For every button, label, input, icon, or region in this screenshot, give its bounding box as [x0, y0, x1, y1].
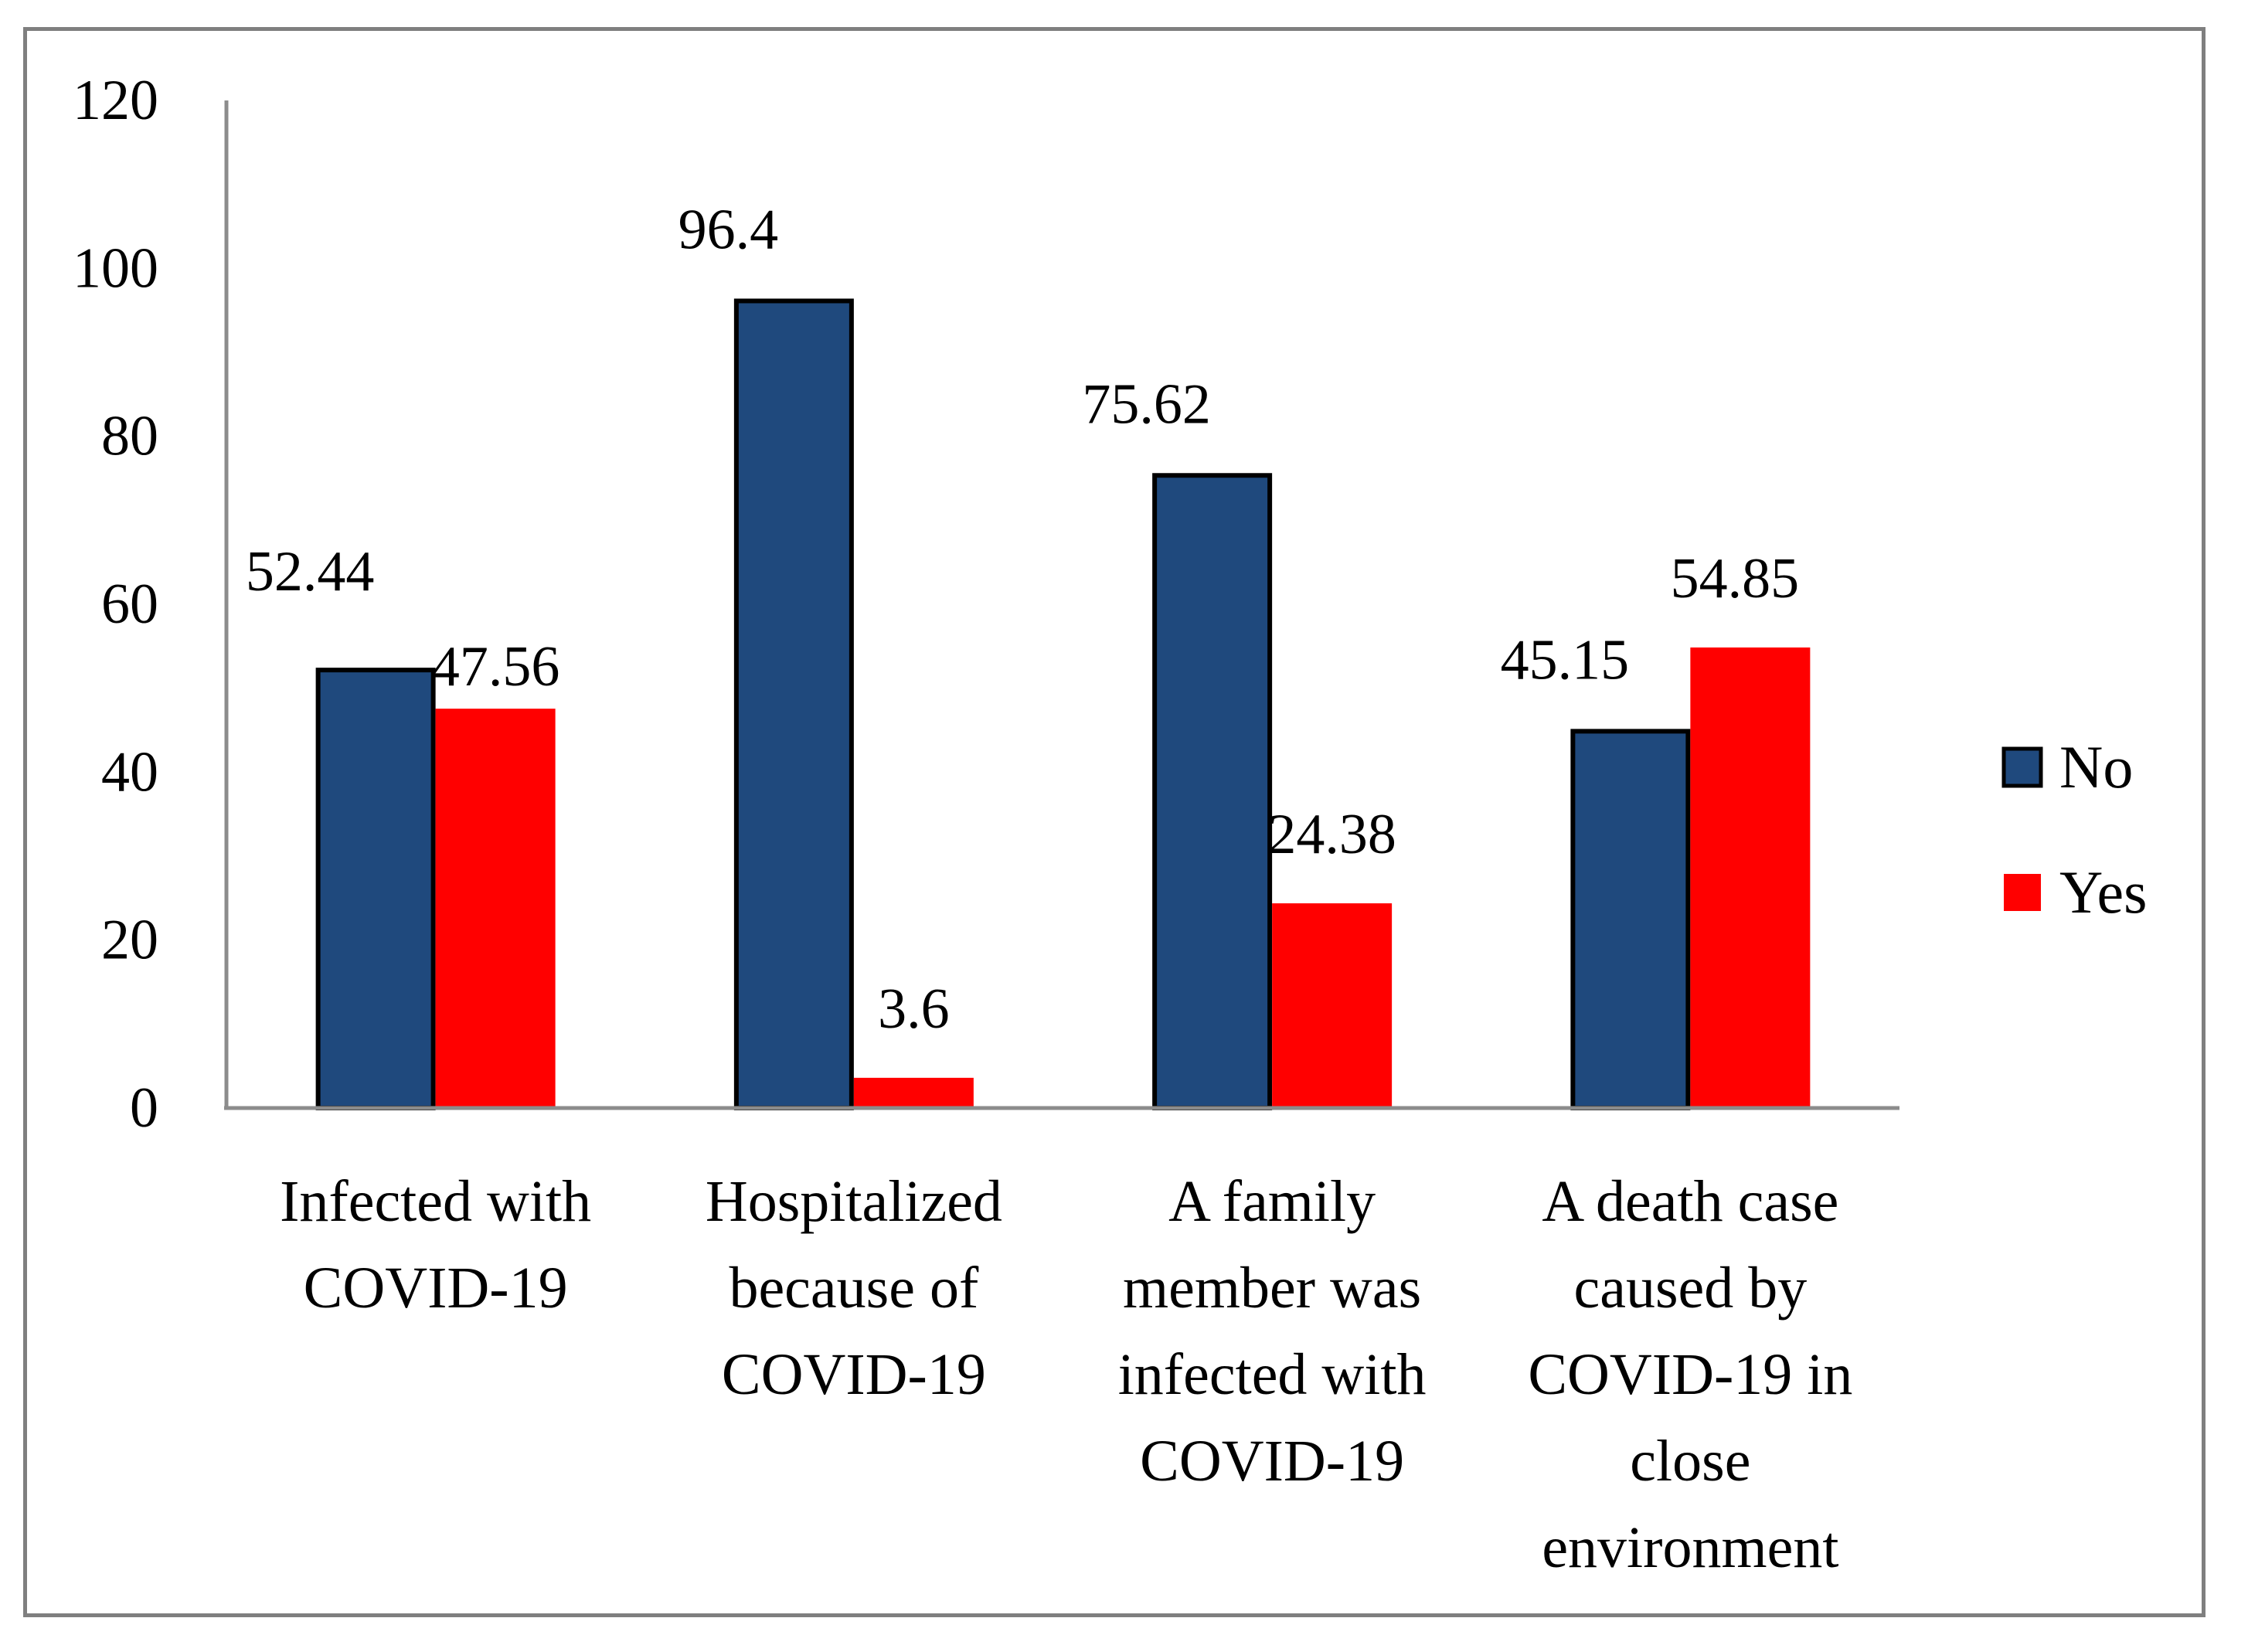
data-label-yes-1: 47.56: [431, 635, 560, 699]
bars: [315, 298, 1811, 1110]
y-tick-label: 20: [101, 909, 158, 972]
y-tick-label: 80: [101, 405, 158, 468]
bar-no-1: [315, 668, 436, 1110]
bar-no-3: [1152, 473, 1273, 1110]
category-label-2: because of: [729, 1256, 979, 1321]
legend-swatch-no: [2001, 746, 2043, 788]
bar-no-2: [733, 298, 854, 1110]
y-tick-label: 100: [73, 236, 158, 300]
y-tick-label: 60: [101, 573, 158, 636]
data-label-no-1: 52.44: [246, 540, 375, 603]
data-label-no-3: 75.62: [1082, 372, 1211, 436]
data-label-yes-3: 24.38: [1267, 803, 1396, 866]
y-tick-label: 120: [73, 69, 158, 132]
data-label-no-4: 45.15: [1501, 628, 1630, 692]
data-label-yes-2: 3.6: [878, 977, 950, 1041]
bar-no-4: [1570, 729, 1691, 1110]
category-label-1: Infected with: [280, 1169, 591, 1234]
category-label-4: close: [1630, 1429, 1750, 1494]
legend-swatch-yes: [2004, 874, 2041, 911]
y-axis-ticks: 0 20 40 60 80 100 120: [73, 69, 158, 1140]
category-label-2: Hospitalized: [706, 1169, 1002, 1234]
legend: No Yes: [2001, 733, 2148, 926]
category-label-4: caused by: [1573, 1256, 1807, 1321]
bar-yes-1: [435, 709, 556, 1108]
category-label-3: COVID-19: [1140, 1429, 1404, 1494]
category-label-3: infected with: [1118, 1342, 1427, 1407]
category-label-4: environment: [1542, 1515, 1838, 1580]
data-label-no-2: 96.4: [678, 198, 779, 261]
category-label-3: member was: [1123, 1256, 1421, 1321]
y-tick-label: 40: [101, 740, 158, 804]
data-labels: 52.44 96.4 75.62 45.15 47.56 3.6 24.38 54.85: [246, 198, 1799, 1040]
category-label-2: COVID-19: [722, 1342, 986, 1407]
bar-yes-4: [1690, 647, 1811, 1108]
axes: [224, 100, 1899, 1110]
category-label-4: COVID-19 in: [1528, 1342, 1852, 1407]
category-label-4: A death case: [1542, 1169, 1838, 1234]
y-tick-label: 0: [130, 1076, 158, 1140]
category-labels: Infected with COVID-19 Hospitalized because…: [280, 1169, 1852, 1580]
category-label-3: A family: [1168, 1169, 1376, 1234]
category-label-1: COVID-19: [304, 1256, 568, 1321]
legend-label-no: No: [2059, 733, 2133, 801]
bar-yes-2: [853, 1077, 974, 1108]
bar-yes-3: [1272, 903, 1393, 1108]
data-label-yes-4: 54.85: [1671, 547, 1800, 610]
legend-label-yes: Yes: [2059, 858, 2148, 926]
